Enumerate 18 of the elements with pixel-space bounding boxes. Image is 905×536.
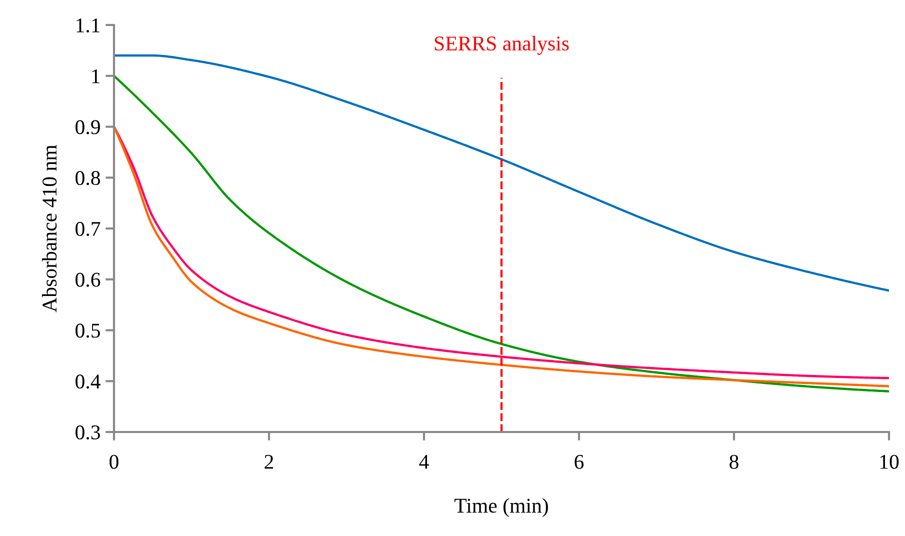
x-tick-label: 4	[419, 454, 429, 469]
y-tick-label: 0.7	[76, 222, 100, 236]
x-tick-label: 10	[880, 454, 899, 469]
x-tick-label: 2	[264, 454, 274, 469]
y-tick-label: 0.4	[76, 374, 100, 389]
x-axis-title: Time (min)	[454, 498, 548, 518]
x-tick-label: 6	[574, 454, 584, 469]
y-tick-label: 0.9	[76, 120, 100, 134]
y-tick-label: 0.8	[76, 171, 100, 186]
y-axis-title: Absorbance 410 nm	[42, 144, 57, 312]
y-tick-label: 0.6	[76, 272, 100, 287]
y-tick-label: 0.3	[76, 425, 100, 440]
y-tick-label: 1.1	[76, 18, 100, 33]
ref-line-label: SERRS analysis	[434, 36, 569, 55]
x-tick-label: 8	[730, 454, 738, 469]
y-tick-label: 1	[92, 69, 100, 84]
x-tick-label: 0	[110, 454, 118, 469]
y-tick-label: 0.5	[76, 324, 100, 338]
